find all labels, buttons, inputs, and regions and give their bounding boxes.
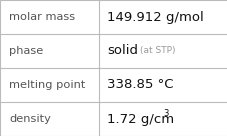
Text: 338.85 °C: 338.85 °C [107, 78, 173, 92]
Text: 149.912 g/mol: 149.912 g/mol [107, 10, 203, 24]
Text: molar mass: molar mass [9, 12, 75, 22]
Text: phase: phase [9, 46, 43, 56]
Text: density: density [9, 114, 51, 124]
Text: 3: 3 [163, 109, 168, 118]
Text: (at STP): (at STP) [140, 47, 175, 55]
Text: 1.72 g/cm: 1.72 g/cm [107, 112, 173, 126]
Text: solid: solid [107, 44, 138, 58]
Text: melting point: melting point [9, 80, 85, 90]
